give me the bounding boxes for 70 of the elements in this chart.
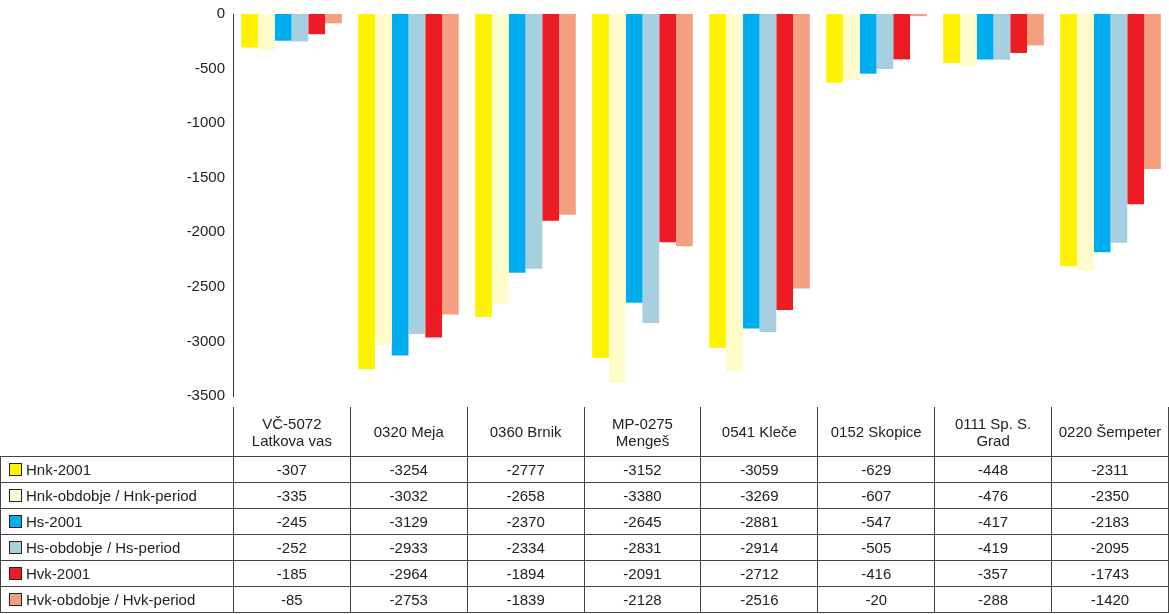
y-tick-label: -500 <box>194 58 225 76</box>
data-label: -419 <box>934 534 1052 561</box>
data-label: -3152 <box>584 456 701 483</box>
data-label: -1420 <box>1051 586 1169 613</box>
x-tick-label: 0320 Meja <box>350 407 468 457</box>
data-label: -476 <box>934 482 1052 509</box>
data-label: -2091 <box>584 560 701 587</box>
data-label: -2712 <box>700 560 818 587</box>
data-label: -245 <box>233 508 351 535</box>
data-label: -2095 <box>1051 534 1169 561</box>
data-label: -307 <box>233 456 351 483</box>
data-label: -2645 <box>584 508 701 535</box>
legend-label: Hnk-obdobje / Hnk-period <box>0 482 234 509</box>
y-tick-label: -3500 <box>186 386 225 404</box>
data-label: -547 <box>817 508 935 535</box>
data-label: -2311 <box>1051 456 1169 483</box>
data-label: -2658 <box>467 482 585 509</box>
data-label: -3059 <box>700 456 818 483</box>
data-label: -335 <box>233 482 351 509</box>
data-label: -3032 <box>350 482 468 509</box>
data-label: -2350 <box>1051 482 1169 509</box>
x-tick-label: 0220 Šempeter <box>1051 407 1169 457</box>
data-label: -357 <box>934 560 1052 587</box>
data-label: -2516 <box>700 586 818 613</box>
data-label: -3254 <box>350 456 468 483</box>
data-label: -629 <box>817 456 935 483</box>
data-label: -2831 <box>584 534 701 561</box>
data-label: -2334 <box>467 534 585 561</box>
y-tick-label: -1000 <box>186 113 225 131</box>
data-label: -20 <box>817 586 935 613</box>
data-label: -1894 <box>467 560 585 587</box>
data-label: -1839 <box>467 586 585 613</box>
legend-label: Hs-2001 <box>0 508 234 535</box>
data-label: -85 <box>233 586 351 613</box>
data-label: -2370 <box>467 508 585 535</box>
data-label: -252 <box>233 534 351 561</box>
data-label: -417 <box>934 508 1052 535</box>
data-label: -2183 <box>1051 508 1169 535</box>
y-tick-label: 0 <box>216 4 225 22</box>
data-label: -2964 <box>350 560 468 587</box>
data-label: -185 <box>233 560 351 587</box>
data-label: -3129 <box>350 508 468 535</box>
data-label: -2914 <box>700 534 818 561</box>
data-label: -288 <box>934 586 1052 613</box>
data-label: -2777 <box>467 456 585 483</box>
x-tick-label: MP-0275 Mengeš <box>584 407 701 457</box>
x-tick-label: VČ-5072 Latkova vas <box>233 407 351 457</box>
data-label: -2933 <box>350 534 468 561</box>
data-label: -448 <box>934 456 1052 483</box>
data-label: -2128 <box>584 586 701 613</box>
y-tick-label: -3000 <box>186 331 225 349</box>
y-tick-label: -2500 <box>186 277 225 294</box>
x-tick-label: 0111 Sp. S. Grad <box>934 407 1052 457</box>
x-tick-label: 0360 Brnik <box>467 407 585 457</box>
data-label: -1743 <box>1051 560 1169 587</box>
y-tick-label: -1500 <box>186 167 225 185</box>
y-tick-label: -2000 <box>186 222 225 240</box>
x-tick-label: 0541 Kleče <box>700 407 818 457</box>
legend-label: Hvk-2001 <box>0 560 234 587</box>
legend-label: Hnk-2001 <box>0 456 234 483</box>
data-label: -607 <box>817 482 935 509</box>
legend-label: Hvk-obdobje / Hvk-period <box>0 586 234 613</box>
data-label: -3269 <box>700 482 818 509</box>
x-tick-label: 0152 Skopice <box>817 407 935 457</box>
data-label: -505 <box>817 534 935 561</box>
data-label: -2753 <box>350 586 468 613</box>
data-label: -2881 <box>700 508 818 535</box>
data-label: -3380 <box>584 482 701 509</box>
data-label: -416 <box>817 560 935 587</box>
legend-label: Hs-obdobje / Hs-period <box>0 534 234 561</box>
